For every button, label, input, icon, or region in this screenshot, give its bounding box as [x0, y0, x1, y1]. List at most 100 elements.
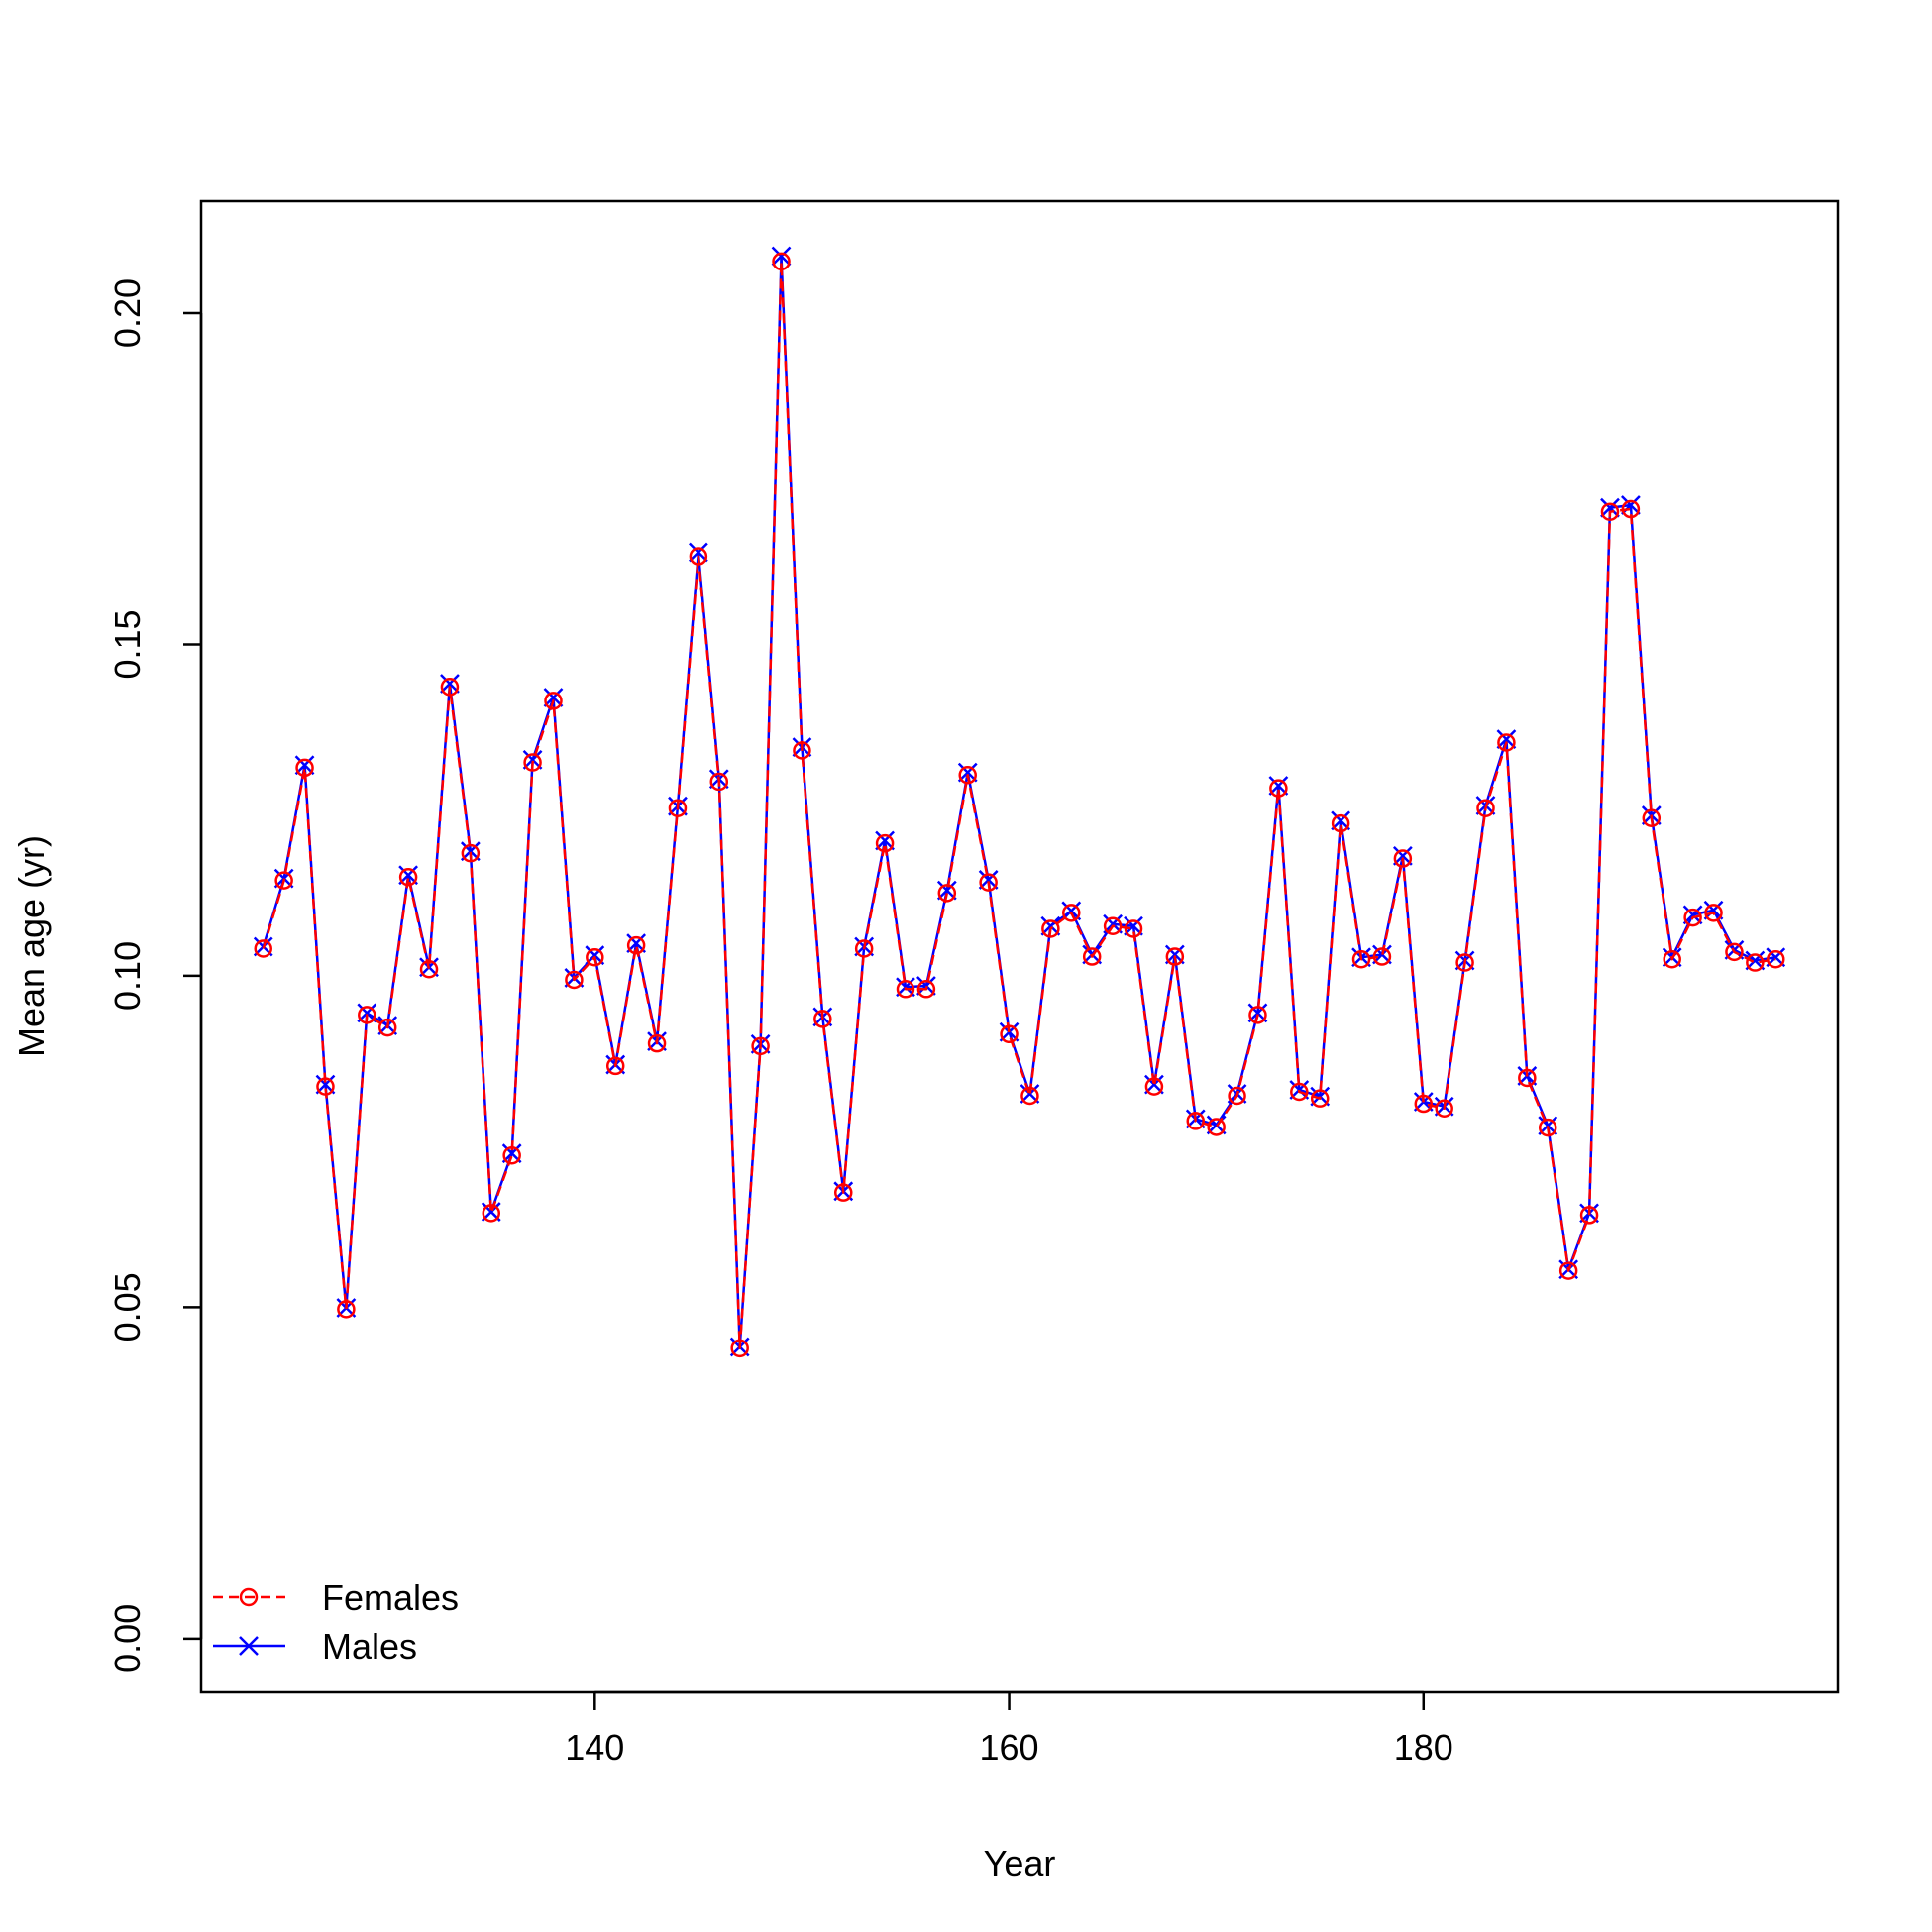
series-females	[254, 252, 1785, 1358]
data-point-females	[1538, 1118, 1557, 1137]
data-point-females	[916, 980, 936, 999]
data-point-females	[461, 843, 481, 863]
data-point-females	[1310, 1089, 1330, 1108]
series-males	[253, 246, 1786, 1357]
data-point-females	[1435, 1099, 1453, 1118]
y-tick-label: 0.05	[107, 1272, 148, 1342]
legend-label-females: Females	[322, 1577, 459, 1618]
data-point-males	[771, 246, 792, 267]
data-point-females	[626, 935, 646, 955]
data-point-females	[730, 1339, 749, 1358]
data-point-males	[916, 976, 936, 996]
data-point-females	[709, 772, 729, 792]
data-point-females	[1041, 919, 1060, 938]
data-point-females	[1746, 953, 1765, 972]
x-tick-label: 180	[1394, 1727, 1453, 1768]
data-point-females	[254, 939, 272, 958]
data-point-females	[1351, 949, 1371, 969]
data-point-females	[316, 1077, 335, 1096]
data-point-females	[1558, 1261, 1578, 1280]
data-point-females	[854, 939, 874, 958]
data-point-females	[1248, 1006, 1267, 1024]
data-point-females	[274, 871, 293, 890]
data-point-females	[937, 884, 957, 903]
data-point-females	[358, 1006, 376, 1024]
data-point-females	[1455, 953, 1474, 972]
data-point-females	[482, 1204, 501, 1223]
data-point-females	[834, 1183, 853, 1202]
data-point-females	[1269, 779, 1288, 798]
data-point-females	[1414, 1094, 1434, 1114]
data-point-females	[1600, 502, 1620, 521]
x-tick-label: 160	[980, 1727, 1039, 1768]
legend-males-marker	[239, 1636, 259, 1656]
data-point-females	[1704, 904, 1723, 922]
data-point-females	[979, 873, 998, 892]
data-point-females	[1725, 942, 1744, 962]
data-point-females	[668, 799, 688, 817]
data-point-females	[1497, 733, 1516, 752]
data-point-females	[586, 947, 604, 967]
x-tick-label: 140	[565, 1727, 624, 1768]
data-point-females	[1000, 1024, 1019, 1044]
data-point-males	[543, 688, 564, 707]
data-point-females	[1372, 947, 1392, 966]
y-tick-label: 0.10	[107, 941, 148, 1011]
data-point-females	[1663, 949, 1681, 969]
data-point-females	[565, 970, 584, 990]
y-tick-label: 0.20	[107, 278, 148, 348]
data-point-females	[398, 868, 418, 887]
data-point-females	[1186, 1112, 1205, 1130]
series-line-males	[262, 255, 1776, 1348]
data-point-females	[1290, 1082, 1309, 1102]
legend-label-males: Males	[322, 1626, 417, 1666]
series-layer	[253, 246, 1786, 1358]
data-point-females	[1020, 1086, 1039, 1106]
data-point-females	[1767, 949, 1785, 969]
data-point-females	[1103, 916, 1123, 936]
data-point-females	[337, 1300, 356, 1319]
data-point-females	[647, 1033, 667, 1053]
data-point-males	[688, 542, 708, 563]
data-point-males	[440, 674, 460, 694]
data-point-females	[958, 766, 977, 785]
data-point-females	[1207, 1118, 1226, 1136]
data-point-females	[1144, 1077, 1164, 1096]
y-tick-label: 0.00	[107, 1604, 148, 1673]
data-point-females	[689, 547, 708, 566]
data-point-females	[502, 1145, 521, 1165]
data-point-females	[1518, 1068, 1537, 1088]
legend-item-females: Females	[213, 1577, 459, 1618]
data-point-females	[772, 252, 791, 271]
y-axis: 0.00 0.05 0.10 0.15 0.20	[107, 278, 203, 1673]
data-point-females	[1228, 1086, 1246, 1106]
data-point-females	[1331, 813, 1350, 833]
data-point-females	[896, 980, 915, 999]
data-point-females	[1082, 947, 1102, 966]
x-axis-title: Year	[984, 1843, 1056, 1883]
data-point-females	[751, 1036, 770, 1056]
legend: Females Males	[213, 1577, 459, 1666]
data-point-females	[523, 753, 542, 772]
data-point-females	[419, 959, 439, 979]
series-line-females	[262, 260, 1776, 1350]
data-point-females	[1062, 904, 1081, 922]
data-point-females	[1124, 919, 1143, 938]
legend-females-marker	[239, 1587, 259, 1607]
data-point-females	[1476, 799, 1495, 817]
data-point-females	[1393, 849, 1413, 868]
data-point-females	[813, 1010, 832, 1028]
legend-item-males: Males	[213, 1626, 417, 1666]
x-axis: 140 160 180	[565, 1690, 1453, 1768]
data-point-males	[1600, 497, 1620, 518]
plot-frame	[199, 199, 1840, 1694]
data-point-females	[605, 1056, 625, 1076]
data-point-females	[544, 692, 563, 710]
data-point-females	[1165, 947, 1185, 966]
data-point-females	[440, 678, 460, 697]
data-point-females	[377, 1018, 397, 1037]
data-point-females	[793, 741, 811, 760]
data-point-females	[1579, 1206, 1599, 1225]
y-tick-label: 0.15	[107, 609, 148, 679]
